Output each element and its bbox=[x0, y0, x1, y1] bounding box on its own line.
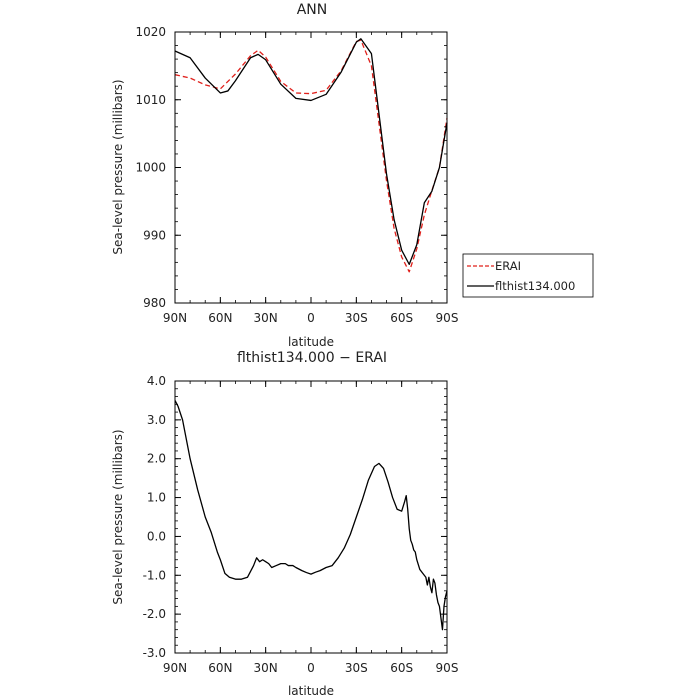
y-tick-label: 1000 bbox=[135, 161, 166, 175]
x-tick-label: 60S bbox=[390, 311, 413, 325]
y-tick-label: -3.0 bbox=[143, 646, 166, 660]
y-tick-label: 3.0 bbox=[147, 413, 166, 427]
series-line-0 bbox=[174, 39, 448, 273]
plot-frame bbox=[174, 31, 448, 304]
series-line-0 bbox=[174, 400, 448, 631]
y-axis-label: Sea-level pressure (millibars) bbox=[111, 79, 125, 254]
y-axis-label: Sea-level pressure (millibars) bbox=[111, 429, 125, 604]
x-tick-label: 90S bbox=[436, 311, 459, 325]
legend-frame bbox=[462, 253, 594, 298]
difference-panel: flthist134.000 − ERAI 90N 60N 30N 0 30S 60S 90… bbox=[111, 350, 458, 698]
y-tick-label: 990 bbox=[143, 228, 166, 242]
y-tick-label: 1.0 bbox=[147, 491, 166, 505]
x-tick-label: 30S bbox=[345, 311, 368, 325]
x-tick-label: 0 bbox=[307, 661, 315, 675]
x-tick-label: 90S bbox=[436, 661, 459, 675]
y-tick-label: 1010 bbox=[135, 93, 166, 107]
legend-label-erai: ERAI bbox=[495, 259, 521, 273]
x-axis-label: latitude bbox=[288, 335, 334, 349]
series-line-1 bbox=[174, 38, 448, 266]
x-tick-label: 90N bbox=[163, 661, 187, 675]
y-tick-label: 2.0 bbox=[147, 452, 166, 466]
plot-frame bbox=[174, 380, 448, 654]
x-tick-label: 30N bbox=[254, 661, 278, 675]
x-tick-label: 0 bbox=[307, 311, 315, 325]
x-tick-label: 30N bbox=[254, 311, 278, 325]
legend: ERAI flthist134.000 bbox=[462, 253, 594, 298]
sea-level-pressure-panel: ANN 90N 60N 30N 0 30S 60S 90S 980 990 1000 1010 102… bbox=[111, 2, 594, 349]
legend-label-flthist: flthist134.000 bbox=[495, 279, 575, 293]
panel-title: ANN bbox=[297, 2, 328, 18]
x-tick-label: 60S bbox=[390, 661, 413, 675]
x-tick-label: 90N bbox=[163, 311, 187, 325]
x-tick-label: 30S bbox=[345, 661, 368, 675]
y-tick-label: 0.0 bbox=[147, 529, 166, 543]
y-tick-label: 980 bbox=[143, 296, 166, 310]
y-tick-label: -2.0 bbox=[143, 607, 166, 621]
panel-title: flthist134.000 − ERAI bbox=[237, 350, 387, 366]
x-axis-label: latitude bbox=[288, 684, 334, 698]
x-tick-label: 60N bbox=[208, 661, 232, 675]
x-tick-label: 60N bbox=[208, 311, 232, 325]
y-tick-label: 4.0 bbox=[147, 374, 166, 388]
y-tick-label: 1020 bbox=[135, 25, 166, 39]
y-tick-label: -1.0 bbox=[143, 568, 166, 582]
